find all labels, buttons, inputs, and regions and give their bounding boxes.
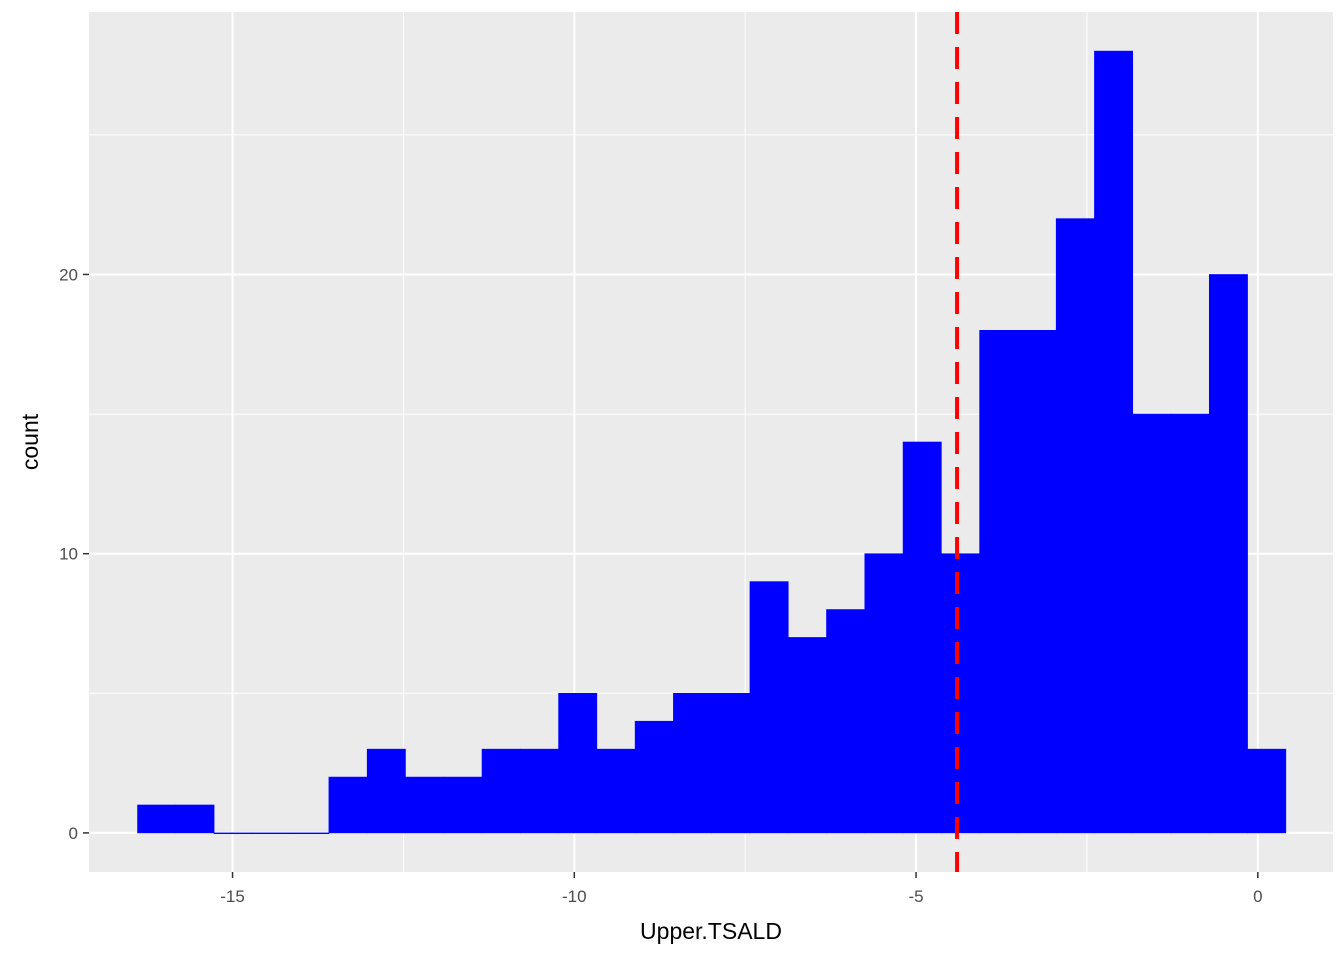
histogram-bar (902, 441, 942, 834)
x-axis-title: Upper.TSALD (640, 918, 782, 944)
y-axis-title: count (17, 413, 43, 470)
x-tick-label: -5 (908, 887, 923, 906)
y-axis: 0 10 20 (59, 265, 89, 843)
histogram-bar (1017, 330, 1057, 834)
histogram-bar (596, 748, 636, 834)
histogram-bar (558, 692, 598, 834)
histogram-bar (1208, 274, 1248, 834)
bars (137, 50, 1287, 835)
histogram-bar (673, 692, 712, 834)
histogram-bar (405, 776, 445, 834)
histogram-bar (481, 748, 521, 834)
x-tick-label: -10 (562, 887, 587, 906)
y-tick-label: 20 (59, 265, 78, 284)
histogram-bar (749, 581, 789, 834)
x-tick-label: -15 (220, 887, 245, 906)
histogram-bar (826, 609, 866, 834)
histogram-bar (213, 832, 253, 835)
histogram-bar (1170, 413, 1210, 834)
x-tick-label: 0 (1253, 887, 1262, 906)
y-tick-label: 10 (59, 545, 78, 564)
histogram-bar (443, 776, 483, 834)
histogram-bar (519, 748, 559, 834)
histogram-bar (864, 553, 904, 834)
histogram-bar (941, 553, 980, 834)
histogram-bar (1247, 748, 1287, 834)
histogram-bar (290, 832, 330, 835)
histogram-bar (1055, 218, 1095, 834)
histogram-bar (787, 637, 827, 834)
x-axis: -15 -10 -5 0 (220, 872, 1263, 906)
histogram-bar (634, 720, 674, 834)
histogram-bar (328, 776, 368, 834)
histogram-bar (979, 330, 1019, 834)
histogram-bar (366, 748, 406, 834)
histogram-bar (252, 832, 291, 835)
histogram-bar (137, 804, 177, 834)
histogram-bar (1132, 413, 1172, 834)
histogram-bar (711, 692, 751, 834)
histogram-bar (175, 804, 215, 834)
y-tick-label: 0 (69, 824, 78, 843)
histogram-bar (1094, 50, 1134, 834)
